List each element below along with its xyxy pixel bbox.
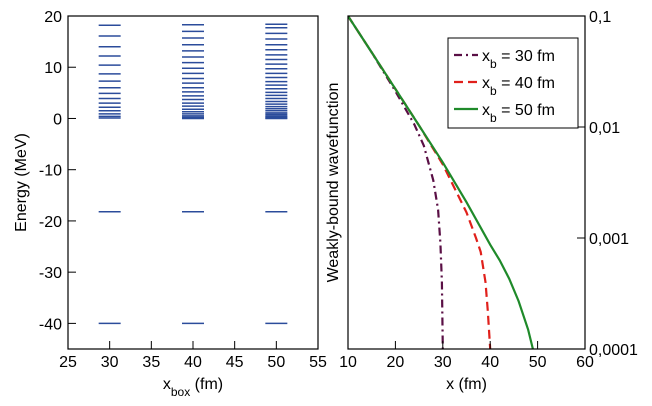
legend-label: xb = 30 fm xyxy=(482,48,555,71)
x-tick-label: 35 xyxy=(142,354,160,371)
x-tick-label: 10 xyxy=(339,354,357,371)
y-tick-label: -30 xyxy=(39,265,62,282)
y-tick-label: -40 xyxy=(39,316,62,333)
y-tick-label: 0,0001 xyxy=(589,342,638,359)
y-tick-label: 0,1 xyxy=(589,9,611,26)
y-axis-label: Weakly-bound wavefunction xyxy=(325,83,342,283)
x-tick-label: 55 xyxy=(309,354,327,371)
x-tick-label: 40 xyxy=(184,354,202,371)
legend-label: xb = 40 fm xyxy=(482,75,555,98)
x-axis-label: xbox (fm) xyxy=(163,376,223,399)
y-axis-label: Energy (MeV) xyxy=(13,133,30,232)
y-tick-label: -10 xyxy=(39,163,62,180)
x-tick-label: 50 xyxy=(267,354,285,371)
y-tick-label: 0,01 xyxy=(589,120,620,137)
x-tick-label: 60 xyxy=(576,354,594,371)
y-tick-label: -20 xyxy=(39,214,62,231)
x-axis-label: x (fm) xyxy=(446,376,487,393)
y-tick-label: 0,001 xyxy=(589,231,629,248)
legend-label: xb = 50 fm xyxy=(482,102,555,125)
plot-frame xyxy=(347,15,586,350)
x-tick-label: 20 xyxy=(387,354,405,371)
x-tick-label: 30 xyxy=(101,354,119,371)
plot-frame xyxy=(67,15,319,350)
curve xyxy=(348,16,534,349)
x-tick-label: 40 xyxy=(481,354,499,371)
x-tick-label: 50 xyxy=(529,354,547,371)
curve xyxy=(348,16,444,349)
x-tick-label: 30 xyxy=(434,354,452,371)
y-tick-label: 20 xyxy=(44,9,62,26)
y-tick-label: 10 xyxy=(44,60,62,77)
x-tick-label: 45 xyxy=(226,354,244,371)
x-tick-label: 25 xyxy=(59,354,77,371)
y-tick-label: 0 xyxy=(53,111,62,128)
